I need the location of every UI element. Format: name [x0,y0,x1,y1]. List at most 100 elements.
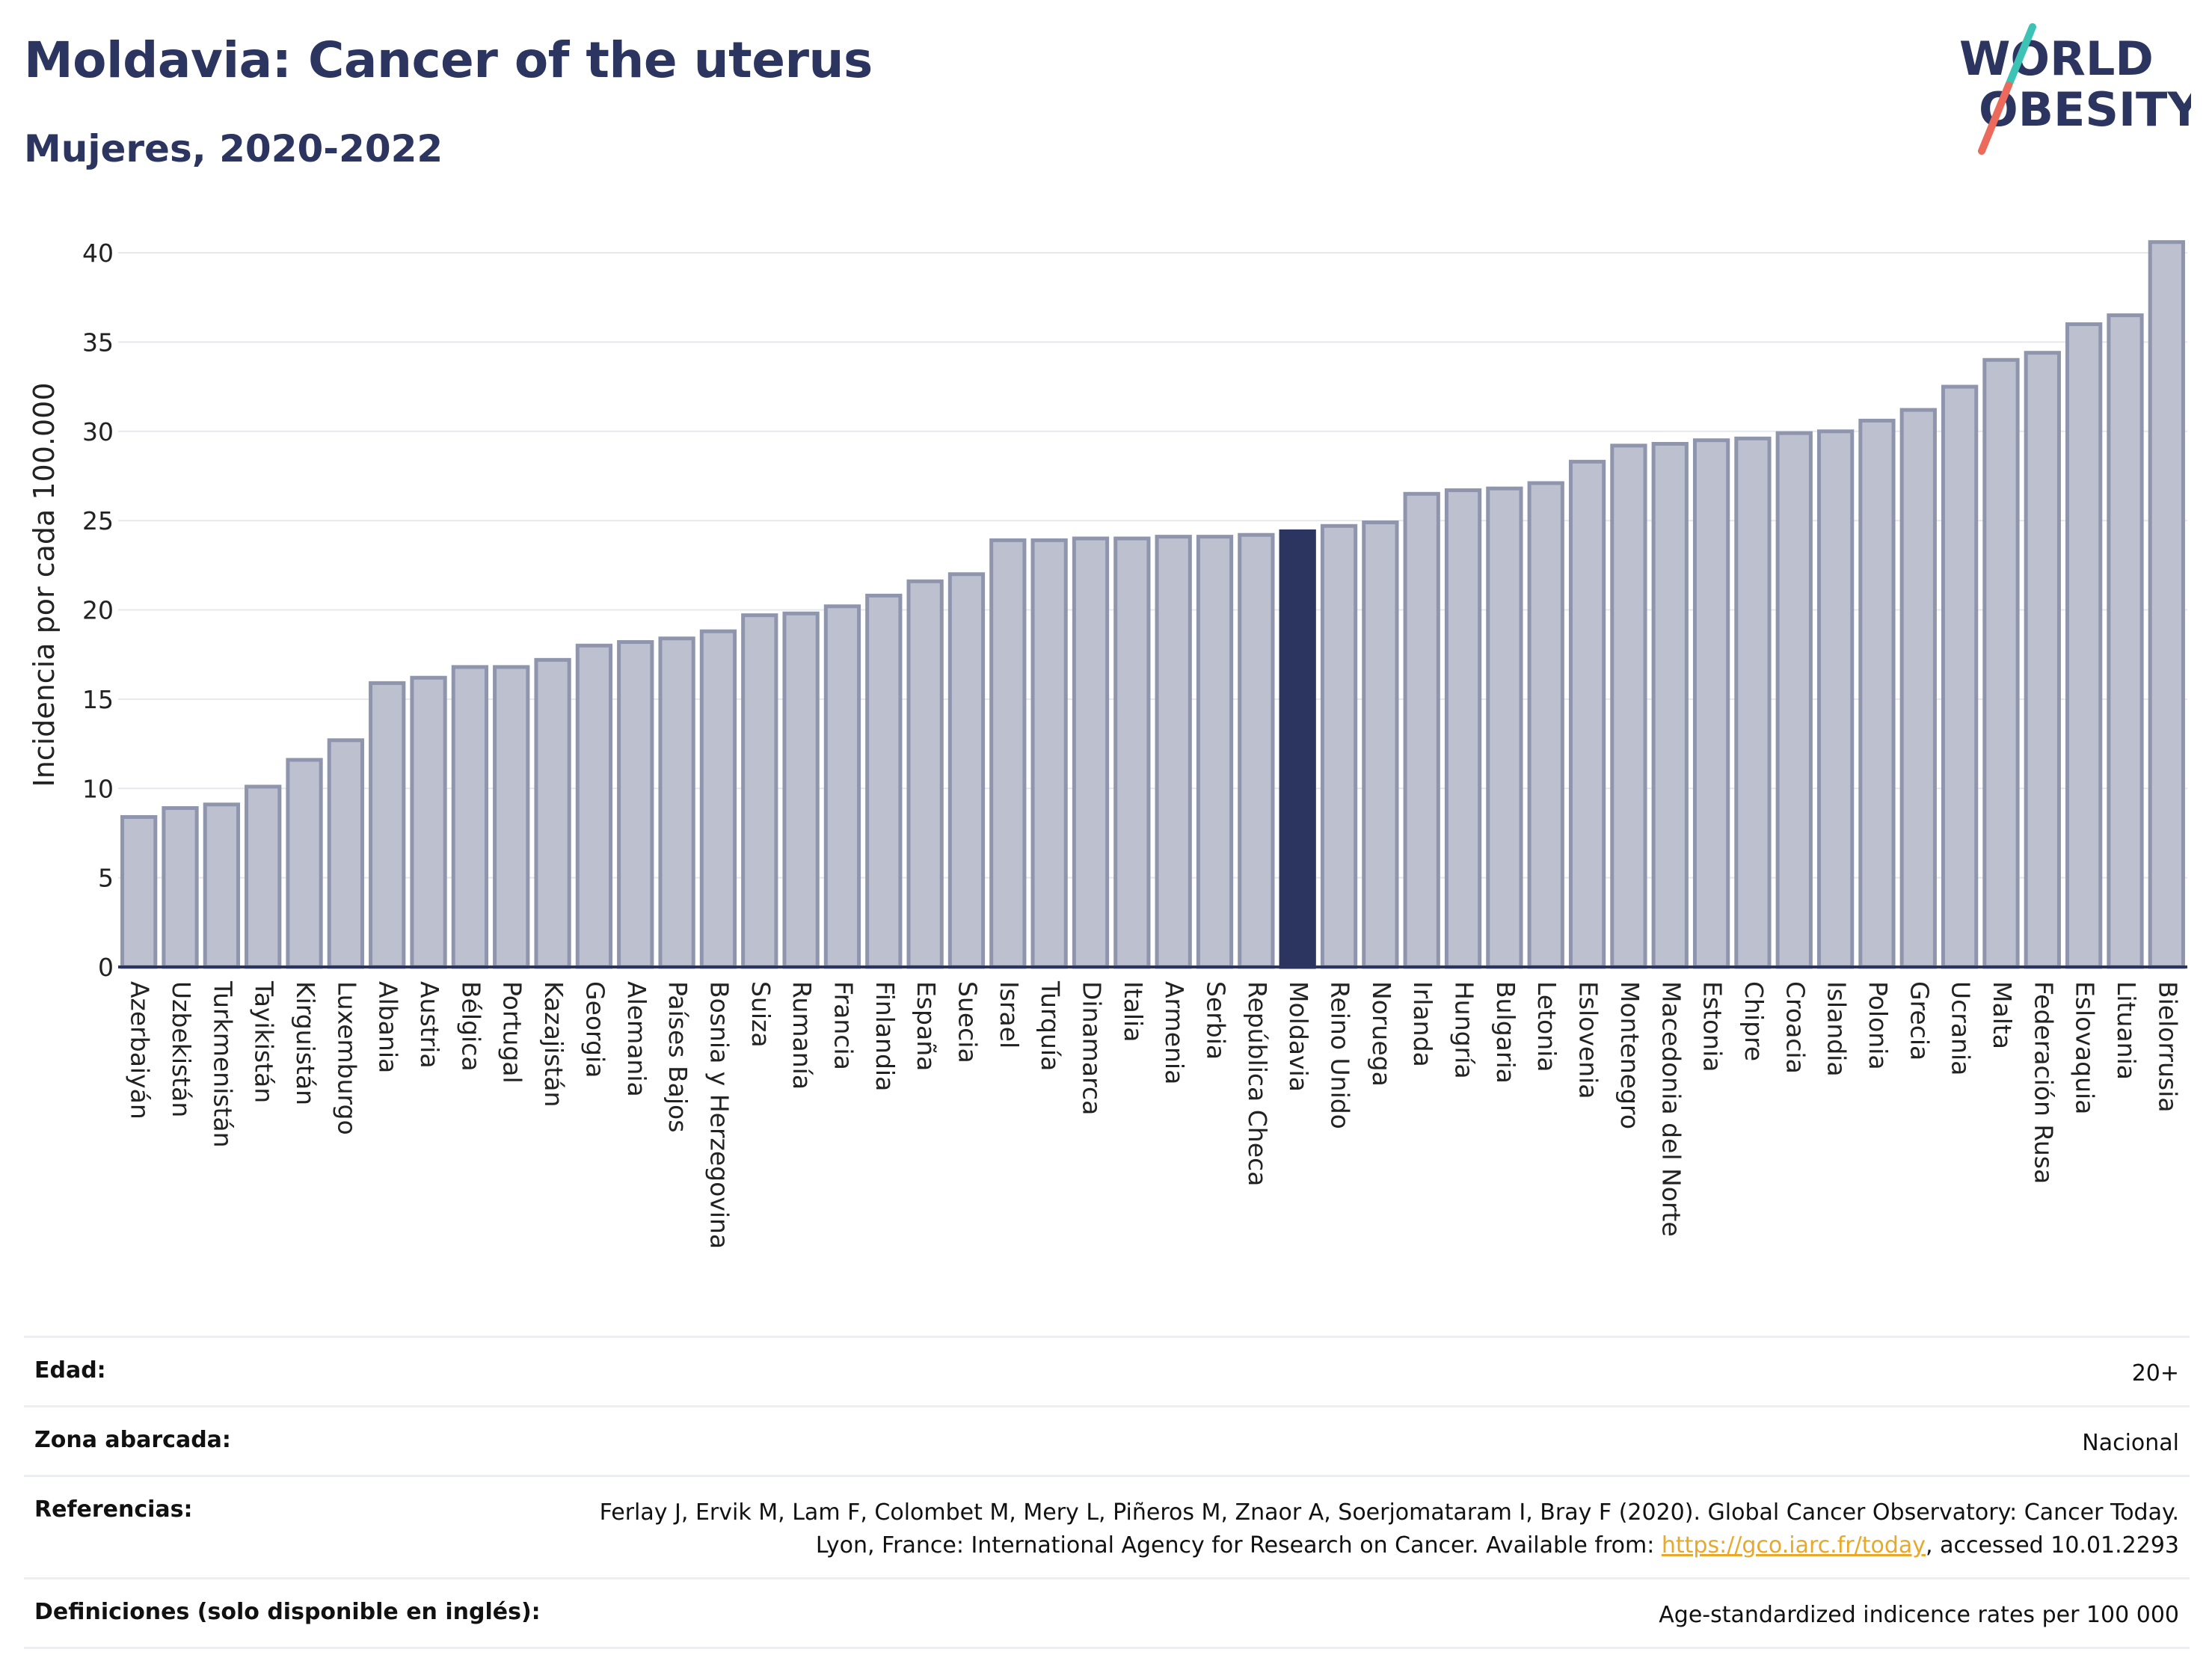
x-tick-label: Kazajistán [539,981,568,1107]
x-tick-label: Islandia [1822,981,1852,1077]
bar [1692,438,1730,969]
bar [493,665,530,969]
x-tick-label: Polonia [1864,981,1893,1070]
x-tick-label: Israel [995,981,1024,1048]
x-tick-label: Bulgaria [1491,981,1520,1084]
y-tick-label: 30 [82,417,114,446]
bar [2107,313,2144,969]
definitions-label: Definiciones (solo disponible en inglés)… [34,1599,541,1625]
references-link[interactable]: https://gco.iarc.fr/today [1661,1532,1926,1559]
references-accessed: , accessed 10.01.2293 [1926,1532,2179,1559]
y-tick-label: 10 [82,774,114,803]
x-tick-label: Suiza [746,981,775,1048]
bar [1775,431,1813,969]
area-value: Nacional [2082,1430,2179,1456]
x-tick-label: Albania [374,981,403,1073]
x-tick-label: Estonia [1698,981,1727,1072]
y-tick-label: 5 [98,864,114,893]
bar [823,604,861,969]
x-tick-label: Tayikistán [250,980,279,1103]
bar [575,643,613,969]
x-tick-label: Italia [1119,981,1148,1042]
x-tick-label: Letonia [1532,981,1561,1072]
bar [1030,538,1068,969]
bar [1444,488,1482,969]
x-tick-label: Suecia [953,981,982,1063]
info-row-area: Zona abarcada: Nacional [24,1405,2190,1475]
x-tick-label: Portugal [498,981,527,1084]
bar [451,665,489,969]
x-tick-label: Dinamarca [1077,981,1106,1115]
definitions-value: Age-standardized indicence rates per 100… [1659,1602,2179,1628]
x-tick-label: Alemania [622,981,651,1097]
chart-subtitle: Mujeres, 2020-2022 [24,127,443,171]
y-axis-ticks: 0 5 10 15 20 25 30 35 40 [82,239,114,982]
x-tick-label: Lituania [2112,981,2141,1080]
x-tick-label: Serbia [1202,981,1231,1060]
x-tick-label: Rumanía [787,981,817,1090]
x-tick-label: Noruega [1367,981,1396,1087]
bar [865,593,903,969]
bars [120,240,2185,969]
bar [1568,459,1606,969]
x-tick-label: Bosnia y Herzegovina [704,981,734,1249]
y-tick-label: 35 [82,328,114,357]
bar [1527,481,1564,969]
x-tick-label: Croacia [1781,981,1810,1074]
x-tick-label: Ucrania [1947,981,1976,1075]
x-axis-ticks: Azerbaiyán Uzbekistán Turkmenistán Tayikist… [126,980,2183,1249]
x-tick-label: Francia [829,981,858,1070]
chart-title: Moldavia: Cancer of the uterus [24,31,873,89]
bar [1610,443,1647,969]
bar [120,814,158,969]
bar-highlighted [1279,529,1316,969]
x-tick-label: Federación Rusa [2029,981,2058,1184]
x-tick-label: Eslovenia [1574,981,1603,1099]
logo-slash-top [2005,23,2036,89]
bar [947,572,986,969]
bar [1858,418,1896,969]
bar [617,639,654,969]
x-tick-label: Montenegro [1615,981,1644,1129]
x-tick-label: Países Bajos [663,981,692,1132]
x-tick-label: Macedonia del Norte [1656,981,1686,1237]
bar [1320,523,1358,969]
x-tick-label: Finlandia [870,981,900,1091]
y-axis-label: Incidencia por cada 100.000 [28,382,61,787]
x-tick-label: España [912,981,941,1071]
bar [1113,536,1151,969]
x-tick-label: Hungría [1450,981,1479,1079]
y-tick-label: 25 [82,506,114,535]
bar [2065,322,2103,969]
bar [1651,441,1689,969]
bar [2024,351,2061,969]
bar [327,738,365,969]
y-tick-label: 15 [82,685,114,714]
bar [1155,535,1192,969]
bar [1403,491,1440,969]
x-tick-label: Luxemburgo [332,981,361,1135]
bar [286,758,323,969]
x-tick-label: Turquía [1036,980,1065,1071]
x-tick-label: Chipre [1739,981,1769,1061]
x-tick-label: Azerbaiyán [126,981,155,1120]
y-tick-label: 0 [98,953,114,982]
bar [658,636,695,969]
bar [699,629,737,969]
x-tick-label: Grecia [1905,981,1934,1060]
info-row-definitions: Definiciones (solo disponible en inglés)… [24,1577,2190,1649]
world-obesity-logo: WORLD OBESITY [1959,23,2191,155]
bar [534,657,571,969]
bar [1238,532,1275,969]
bar [782,611,820,969]
x-tick-label: República Checa [1243,981,1272,1186]
bar [1734,436,1772,969]
bar [906,579,944,969]
bar [1362,521,1399,969]
bar [2148,240,2185,969]
x-tick-label: Eslovaquia [2071,981,2100,1114]
bar [1816,429,1855,969]
bar [1982,357,2020,969]
x-tick-label: Turkmenistán [208,980,237,1148]
x-tick-label: Irlanda [1408,981,1437,1067]
